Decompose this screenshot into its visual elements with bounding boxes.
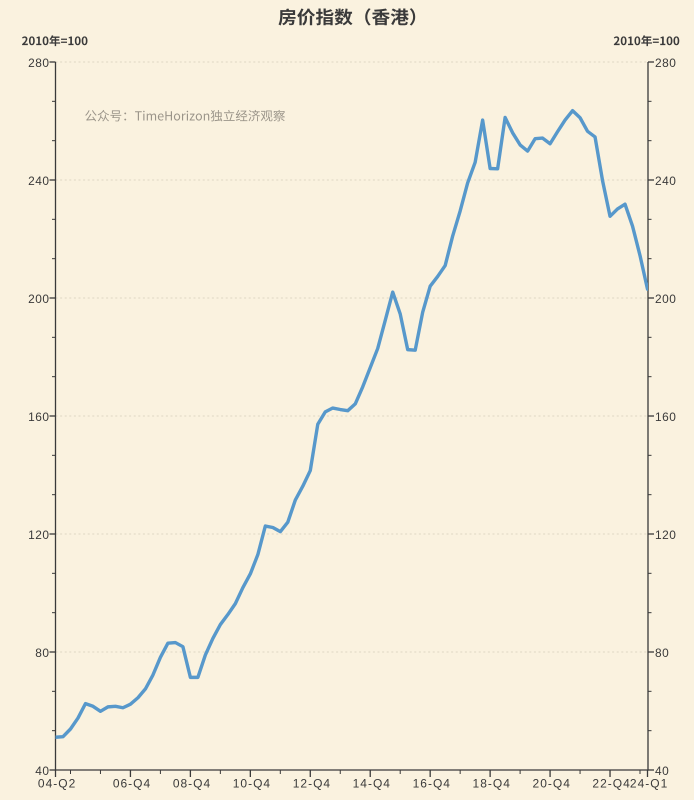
svg-text:80: 80 [655,646,669,660]
svg-text:280: 280 [28,56,49,70]
svg-text:240: 240 [28,174,49,188]
svg-text:200: 200 [28,292,49,306]
svg-text:16-Q4: 16-Q4 [413,777,451,791]
svg-text:120: 120 [28,528,49,542]
svg-text:40: 40 [35,764,49,778]
svg-text:80: 80 [35,646,49,660]
svg-text:280: 280 [655,56,676,70]
svg-text:14-Q4: 14-Q4 [353,777,391,791]
svg-text:160: 160 [28,410,49,424]
svg-text:200: 200 [655,292,676,306]
svg-text:240: 240 [655,174,676,188]
svg-text:04-Q2: 04-Q2 [38,777,76,791]
svg-text:12-Q4: 12-Q4 [293,777,331,791]
svg-text:20-Q4: 20-Q4 [533,777,571,791]
svg-text:40: 40 [655,764,669,778]
svg-text:22-Q4: 22-Q4 [592,777,630,791]
svg-text:08-Q4: 08-Q4 [173,777,211,791]
svg-text:160: 160 [655,410,676,424]
svg-text:06-Q4: 06-Q4 [113,777,151,791]
svg-text:18-Q4: 18-Q4 [473,777,511,791]
svg-text:120: 120 [655,528,676,542]
svg-text:24-Q1: 24-Q1 [630,777,668,791]
svg-text:10-Q4: 10-Q4 [233,777,271,791]
